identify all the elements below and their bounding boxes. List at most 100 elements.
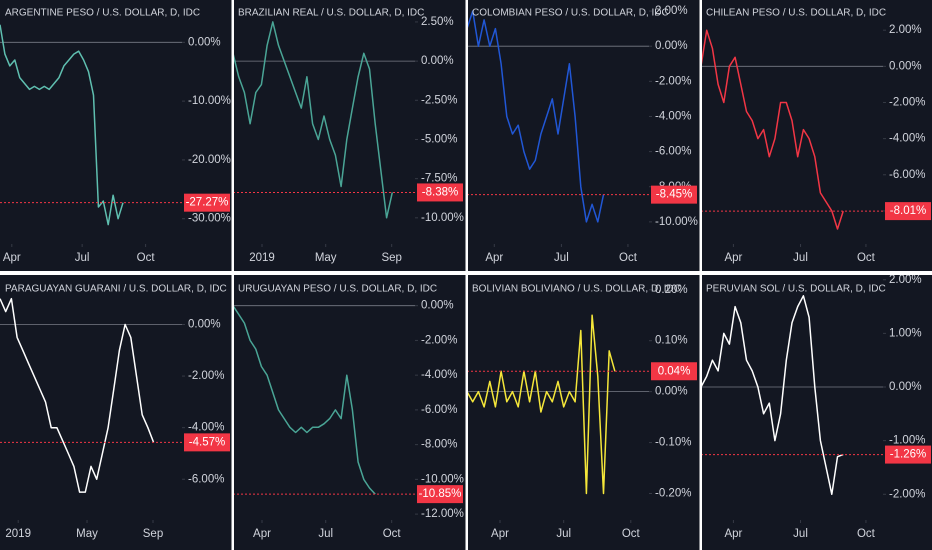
- y-tick-label: 0.20%: [655, 284, 688, 296]
- y-tick-label: 0.00%: [889, 60, 922, 72]
- price-line: [232, 21, 394, 219]
- x-tick-label: Oct: [619, 252, 638, 264]
- panel: 2.00% 1.00% 0.00% -1.00% -2.00% Apr Jul Oct -1.2…: [700, 274, 931, 540]
- y-tick-label: -2.00%: [889, 97, 925, 109]
- x-tick-label: Apr: [491, 528, 509, 540]
- y-tick-label: -10.00%: [188, 95, 231, 107]
- y-tick-label: -4.00%: [889, 133, 925, 145]
- y-tick-label: -7.50%: [421, 173, 457, 185]
- y-tick-label: -12.00%: [421, 508, 464, 520]
- panel-title: COLOMBIAN PESO / U.S. DOLLAR, D, IDC: [472, 8, 669, 19]
- x-tick-label: Sep: [143, 528, 163, 540]
- last-value-label: -8.01%: [890, 205, 926, 217]
- last-value-label: -1.26%: [890, 449, 926, 461]
- x-tick-label: Jul: [556, 528, 571, 540]
- price-line: [700, 295, 844, 496]
- y-tick-label: -8.00%: [421, 439, 457, 451]
- y-tick-label: -6.00%: [889, 169, 925, 181]
- y-tick-label: 1.00%: [889, 327, 922, 339]
- x-tick-label: Apr: [485, 252, 503, 264]
- y-tick-label: 0.00%: [421, 300, 454, 312]
- panel-title: ARGENTINE PESO / U.S. DOLLAR, D, IDC: [5, 8, 200, 19]
- price-line: [466, 314, 616, 495]
- panel: 0.00% -10.00% -20.00% -30.00% Apr Jul Oct -27.2…: [0, 8, 231, 264]
- price-line: [466, 10, 605, 223]
- y-tick-label: 0.00%: [188, 319, 221, 331]
- x-tick-label: May: [76, 528, 98, 540]
- y-tick-label: -4.00%: [421, 369, 457, 381]
- last-value-box: [417, 183, 463, 202]
- y-tick-label: -4.00%: [188, 422, 224, 434]
- y-tick-label: 0.10%: [655, 335, 688, 347]
- panel: 0.00% -2.00% -4.00% -6.00% -8.00% -10.00% -12.…: [232, 284, 464, 540]
- last-value-box: [885, 202, 931, 221]
- x-tick-label: Apr: [253, 528, 271, 540]
- y-tick-label: -0.20%: [655, 488, 691, 500]
- price-line: [0, 24, 124, 226]
- x-tick-label: Jul: [793, 528, 808, 540]
- y-tick-label: 0.00%: [188, 36, 221, 48]
- last-value-box: [184, 193, 230, 212]
- last-value-label: -8.45%: [656, 189, 692, 201]
- price-line: [0, 297, 155, 493]
- x-tick-label: Sep: [381, 252, 401, 264]
- y-tick-label: -10.00%: [655, 216, 698, 228]
- last-value-label: -4.57%: [189, 436, 225, 448]
- divider: [0, 271, 932, 275]
- panel: 2.50% 0.00% -2.50% -5.00% -7.50% -10.00% 2019 M…: [232, 8, 464, 264]
- y-tick-label: -2.00%: [421, 334, 457, 346]
- last-value-label: -27.27%: [186, 197, 229, 209]
- panel-title: BOLIVIAN BOLIVIANO / U.S. DOLLAR, D, IDC: [472, 284, 681, 295]
- y-tick-label: 2.50%: [421, 16, 454, 28]
- y-tick-label: 2.00%: [889, 274, 922, 286]
- price-line: [232, 305, 376, 495]
- panel: 0.00% -2.00% -4.00% -6.00% 2019 May Sep -4.57% P…: [0, 284, 230, 540]
- y-tick-label: 0.00%: [421, 55, 454, 67]
- y-tick-label: -2.50%: [421, 94, 457, 106]
- x-tick-label: 2019: [249, 252, 275, 264]
- x-tick-label: Apr: [3, 252, 21, 264]
- y-tick-label: -20.00%: [188, 154, 231, 166]
- y-tick-label: 0.00%: [655, 40, 688, 52]
- last-value-box: [651, 185, 697, 204]
- y-tick-label: 2.00%: [889, 24, 922, 36]
- y-tick-label: -10.00%: [421, 212, 464, 224]
- x-tick-label: Jul: [318, 528, 333, 540]
- y-tick-label: -4.00%: [655, 110, 691, 122]
- y-tick-label: -10.00%: [421, 473, 464, 485]
- x-tick-label: Oct: [857, 252, 876, 264]
- panel: 0.20% 0.10% 0.00% -0.10% -0.20% Apr Jul Oct 0.04…: [466, 284, 697, 540]
- y-tick-label: -6.00%: [655, 146, 691, 158]
- x-tick-label: Jul: [554, 252, 569, 264]
- x-tick-label: Jul: [793, 252, 808, 264]
- y-tick-label: -0.10%: [655, 437, 691, 449]
- x-tick-label: Apr: [724, 252, 742, 264]
- panel-title: CHILEAN PESO / U.S. DOLLAR, D, IDC: [706, 8, 886, 19]
- panel-title: URUGUAYAN PESO / U.S. DOLLAR, D, IDC: [238, 284, 437, 295]
- last-value-label: -8.38%: [422, 186, 458, 198]
- x-tick-label: Oct: [622, 528, 641, 540]
- x-tick-label: Apr: [724, 528, 742, 540]
- y-tick-label: -2.00%: [188, 370, 224, 382]
- y-tick-label: -6.00%: [421, 404, 457, 416]
- y-tick-label: 0.00%: [655, 386, 688, 398]
- x-tick-label: Jul: [75, 252, 90, 264]
- y-tick-label: -6.00%: [188, 473, 224, 485]
- panel: 2.00%0.00%-2.00%-4.00%-6.00%-8.00%-10.00…: [466, 5, 698, 264]
- last-value-box: [651, 362, 697, 381]
- panel-title: PARAGUAYAN GUARANI / U.S. DOLLAR, D, IDC: [5, 284, 227, 295]
- panel-title: BRAZILIAN REAL / U.S. DOLLAR, D, IDC: [238, 8, 424, 19]
- x-tick-label: Oct: [857, 528, 876, 540]
- x-tick-label: Oct: [383, 528, 402, 540]
- last-value-box: [417, 485, 463, 504]
- last-value-box: [184, 433, 230, 452]
- x-tick-label: Oct: [137, 252, 156, 264]
- y-tick-label: 2.00%: [655, 5, 688, 17]
- panel: 2.00%0.00%-2.00%-4.00%-6.00%-8.00%AprJul…: [700, 8, 931, 264]
- price-line: [700, 29, 844, 230]
- panel-title: PERUVIAN SOL / U.S. DOLLAR, D, IDC: [706, 284, 886, 295]
- y-tick-label: 0.00%: [889, 381, 922, 393]
- x-tick-label: 2019: [5, 528, 31, 540]
- y-tick-label: -2.00%: [655, 75, 691, 87]
